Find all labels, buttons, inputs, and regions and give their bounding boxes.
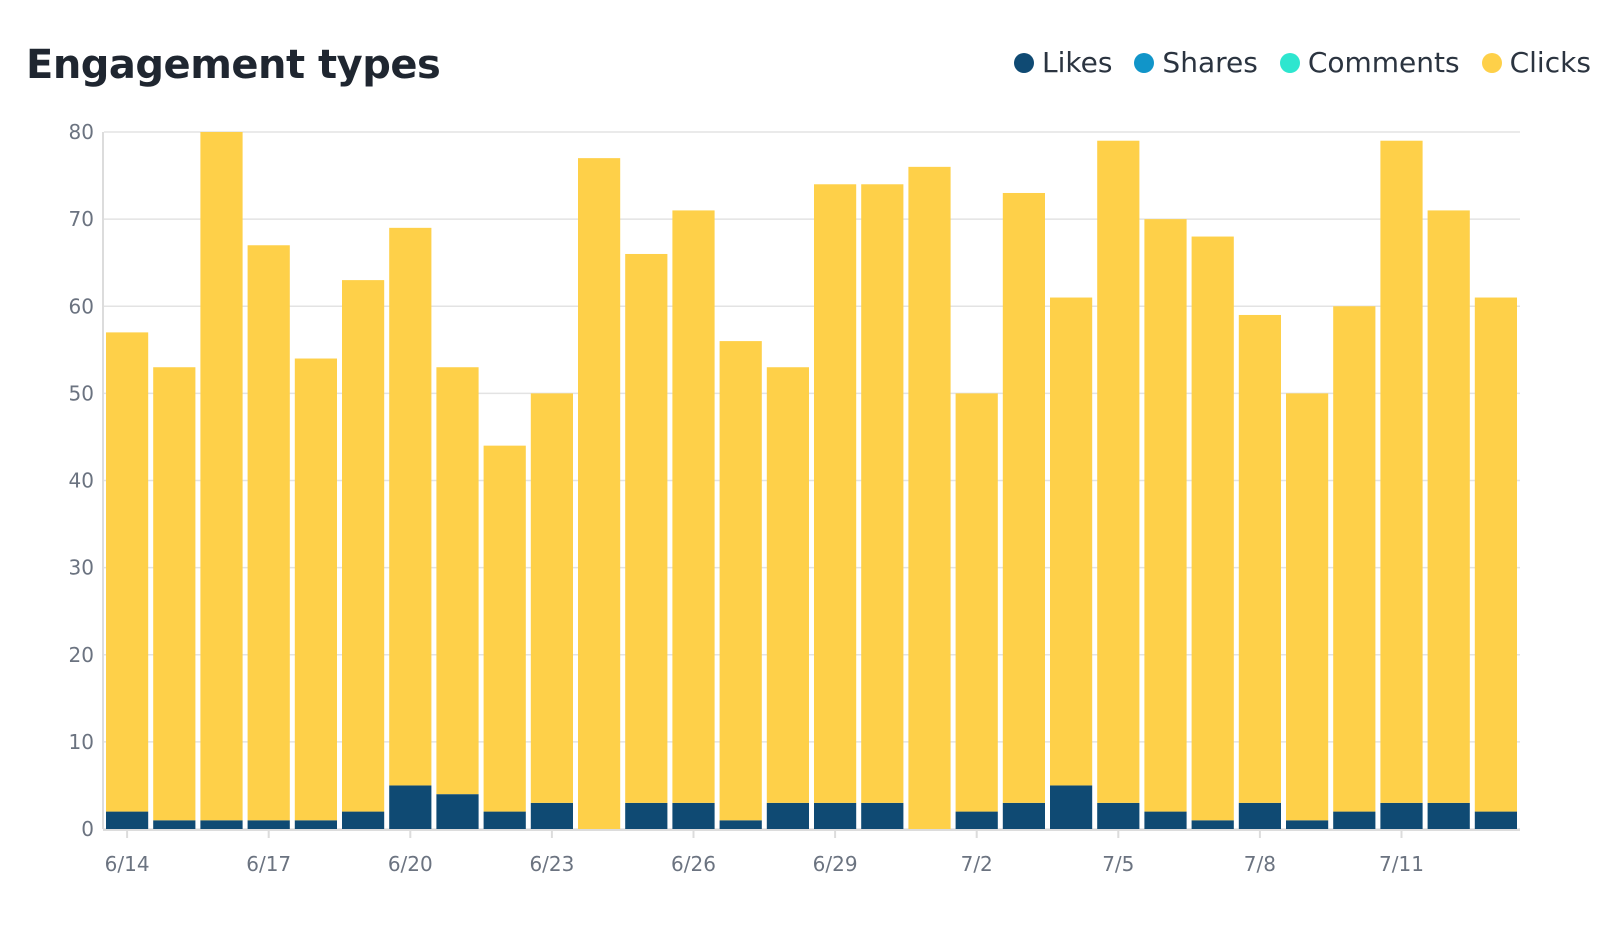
bar-likes-6-15 xyxy=(153,820,196,829)
bar-likes-6-22 xyxy=(483,811,526,829)
bar-likes-7-12 xyxy=(1427,802,1470,829)
bar-clicks-6-24 xyxy=(578,158,621,829)
bar-clicks-6-29 xyxy=(814,184,857,803)
legend-item-shares[interactable]: Shares xyxy=(1134,46,1258,79)
legend-label-comments: Comments xyxy=(1307,46,1460,79)
x-tick-label-0: 6/14 xyxy=(105,852,150,876)
y-tick-label-4: 40 xyxy=(69,469,94,493)
y-tick-label-5: 50 xyxy=(69,381,94,405)
bar-clicks-7-1 xyxy=(908,166,951,830)
bar-likes-7-7 xyxy=(1191,820,1234,829)
legend-label-likes: Likes xyxy=(1042,46,1113,79)
bar-likes-6-21 xyxy=(436,794,479,829)
bar-clicks-6-25 xyxy=(625,253,668,803)
bar-clicks-6-14 xyxy=(106,332,149,812)
bar-clicks-6-21 xyxy=(436,367,479,795)
x-tick-label-3: 6/23 xyxy=(529,852,574,876)
bar-likes-7-13 xyxy=(1474,811,1517,829)
bar-likes-7-5 xyxy=(1097,802,1140,829)
bar-clicks-6-28 xyxy=(766,367,809,803)
bar-likes-6-27 xyxy=(719,820,762,829)
bar-likes-6-19 xyxy=(342,811,385,829)
legend-item-likes[interactable]: Likes xyxy=(1014,46,1112,79)
bar-clicks-7-7 xyxy=(1191,236,1234,821)
bar-clicks-7-2 xyxy=(955,393,998,812)
bar-clicks-6-26 xyxy=(672,210,715,803)
y-tick-label-8: 80 xyxy=(69,120,94,144)
legend-label-shares: Shares xyxy=(1162,46,1258,79)
bar-likes-6-18 xyxy=(294,820,337,829)
x-tick-label-2: 6/20 xyxy=(388,852,433,876)
bar-likes-6-14 xyxy=(106,811,149,829)
x-tick-label-4: 6/26 xyxy=(671,852,716,876)
legend-dot-likes xyxy=(1014,52,1034,73)
bar-clicks-6-27 xyxy=(719,341,762,821)
bar-clicks-6-15 xyxy=(153,367,196,821)
legend-dot-comments xyxy=(1279,52,1300,73)
y-tick-label-2: 20 xyxy=(69,643,94,667)
legend-item-clicks[interactable]: Clicks xyxy=(1481,46,1591,79)
bar-clicks-6-23 xyxy=(530,393,573,803)
y-tick-label-6: 60 xyxy=(69,294,94,318)
bar-likes-6-30 xyxy=(861,802,904,829)
bar-clicks-7-11 xyxy=(1380,140,1423,803)
bar-clicks-7-10 xyxy=(1333,306,1376,812)
bar-likes-6-29 xyxy=(814,802,857,829)
bar-likes-7-9 xyxy=(1286,820,1329,829)
bar-clicks-6-22 xyxy=(483,445,526,812)
bar-clicks-6-19 xyxy=(342,280,385,812)
bar-clicks-7-3 xyxy=(1002,192,1045,803)
bar-clicks-7-4 xyxy=(1050,297,1093,786)
bar-clicks-7-6 xyxy=(1144,219,1187,812)
bar-likes-7-8 xyxy=(1238,802,1281,829)
bar-likes-7-11 xyxy=(1380,802,1423,829)
bar-clicks-7-12 xyxy=(1427,210,1470,803)
legend-dot-shares xyxy=(1134,52,1155,73)
bar-likes-6-28 xyxy=(766,802,809,829)
bar-likes-7-4 xyxy=(1050,785,1093,829)
bar-clicks-6-16 xyxy=(200,132,243,821)
legend-label-clicks: Clicks xyxy=(1509,46,1591,79)
y-tick-label-7: 70 xyxy=(69,207,94,231)
bar-likes-7-6 xyxy=(1144,811,1187,829)
x-tick-label-1: 6/17 xyxy=(246,852,291,876)
bar-likes-7-10 xyxy=(1333,811,1376,829)
bar-clicks-7-13 xyxy=(1474,297,1517,812)
y-tick-label-3: 30 xyxy=(69,556,94,580)
x-tick-label-6: 7/2 xyxy=(961,852,993,876)
x-tick-label-9: 7/11 xyxy=(1379,852,1424,876)
legend-dot-clicks xyxy=(1481,52,1502,73)
bar-likes-6-17 xyxy=(247,820,290,829)
bar-clicks-6-30 xyxy=(861,184,904,803)
y-tick-label-1: 10 xyxy=(69,730,94,754)
bar-clicks-7-9 xyxy=(1286,393,1329,821)
x-tick-label-5: 6/29 xyxy=(813,852,858,876)
bar-likes-6-20 xyxy=(389,785,432,829)
bar-likes-7-2 xyxy=(955,811,998,829)
bar-likes-6-26 xyxy=(672,802,715,829)
bar-clicks-6-20 xyxy=(389,227,432,786)
bar-likes-7-3 xyxy=(1002,802,1045,829)
bar-clicks-6-18 xyxy=(294,358,337,821)
chart-title: Engagement types xyxy=(26,42,441,88)
x-tick-label-7: 7/5 xyxy=(1102,852,1134,876)
bar-likes-6-16 xyxy=(200,820,243,829)
legend-item-comments[interactable]: Comments xyxy=(1279,46,1460,79)
x-tick-label-8: 7/8 xyxy=(1244,852,1276,876)
bar-likes-6-23 xyxy=(530,802,573,829)
bar-clicks-6-17 xyxy=(247,245,290,821)
chart-legend: Likes Shares Comments Clicks xyxy=(1014,46,1591,79)
bar-clicks-7-8 xyxy=(1238,314,1281,803)
y-tick-label-0: 0 xyxy=(81,817,94,841)
bar-clicks-7-5 xyxy=(1097,140,1140,803)
bar-likes-6-25 xyxy=(625,802,668,829)
